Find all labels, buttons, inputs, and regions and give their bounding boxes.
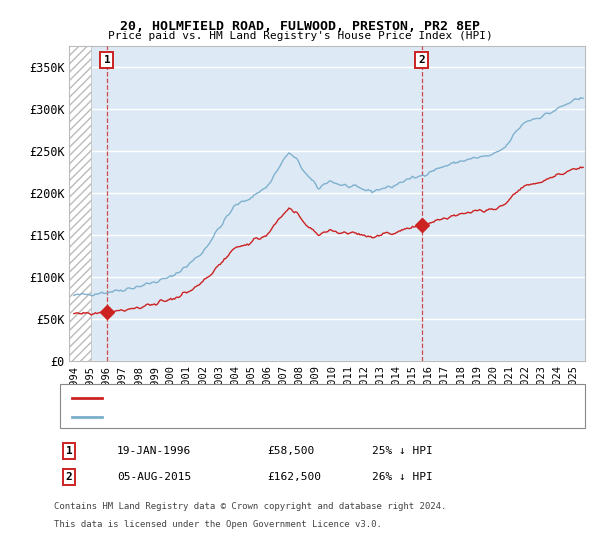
Text: £58,500: £58,500 <box>267 446 314 456</box>
Text: 25% ↓ HPI: 25% ↓ HPI <box>372 446 433 456</box>
Bar <box>69 46 91 361</box>
Text: 20, HOLMFIELD ROAD, FULWOOD, PRESTON, PR2 8EP: 20, HOLMFIELD ROAD, FULWOOD, PRESTON, PR… <box>120 20 480 32</box>
Text: 1: 1 <box>65 446 73 456</box>
Text: 05-AUG-2015: 05-AUG-2015 <box>117 472 191 482</box>
Text: Contains HM Land Registry data © Crown copyright and database right 2024.: Contains HM Land Registry data © Crown c… <box>54 502 446 511</box>
Text: HPI: Average price, detached house, Preston: HPI: Average price, detached house, Pres… <box>111 412 380 422</box>
Text: £162,500: £162,500 <box>267 472 321 482</box>
Text: This data is licensed under the Open Government Licence v3.0.: This data is licensed under the Open Gov… <box>54 520 382 529</box>
Text: 2: 2 <box>65 472 73 482</box>
Text: 19-JAN-1996: 19-JAN-1996 <box>117 446 191 456</box>
Text: 20, HOLMFIELD ROAD, FULWOOD, PRESTON, PR2 8EP (detached house): 20, HOLMFIELD ROAD, FULWOOD, PRESTON, PR… <box>111 393 499 403</box>
Text: 1: 1 <box>104 55 110 65</box>
Text: 2: 2 <box>419 55 425 65</box>
Text: 26% ↓ HPI: 26% ↓ HPI <box>372 472 433 482</box>
Text: Price paid vs. HM Land Registry's House Price Index (HPI): Price paid vs. HM Land Registry's House … <box>107 31 493 41</box>
